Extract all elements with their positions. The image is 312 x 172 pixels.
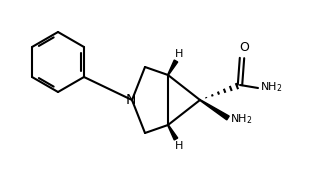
- Polygon shape: [200, 100, 229, 120]
- Text: N: N: [126, 93, 136, 107]
- Text: NH$_2$: NH$_2$: [230, 112, 252, 126]
- Polygon shape: [168, 60, 178, 75]
- Text: H: H: [175, 49, 183, 59]
- Text: NH$_2$: NH$_2$: [260, 80, 283, 94]
- Polygon shape: [168, 125, 178, 140]
- Text: O: O: [239, 41, 249, 54]
- Text: H: H: [175, 141, 183, 151]
